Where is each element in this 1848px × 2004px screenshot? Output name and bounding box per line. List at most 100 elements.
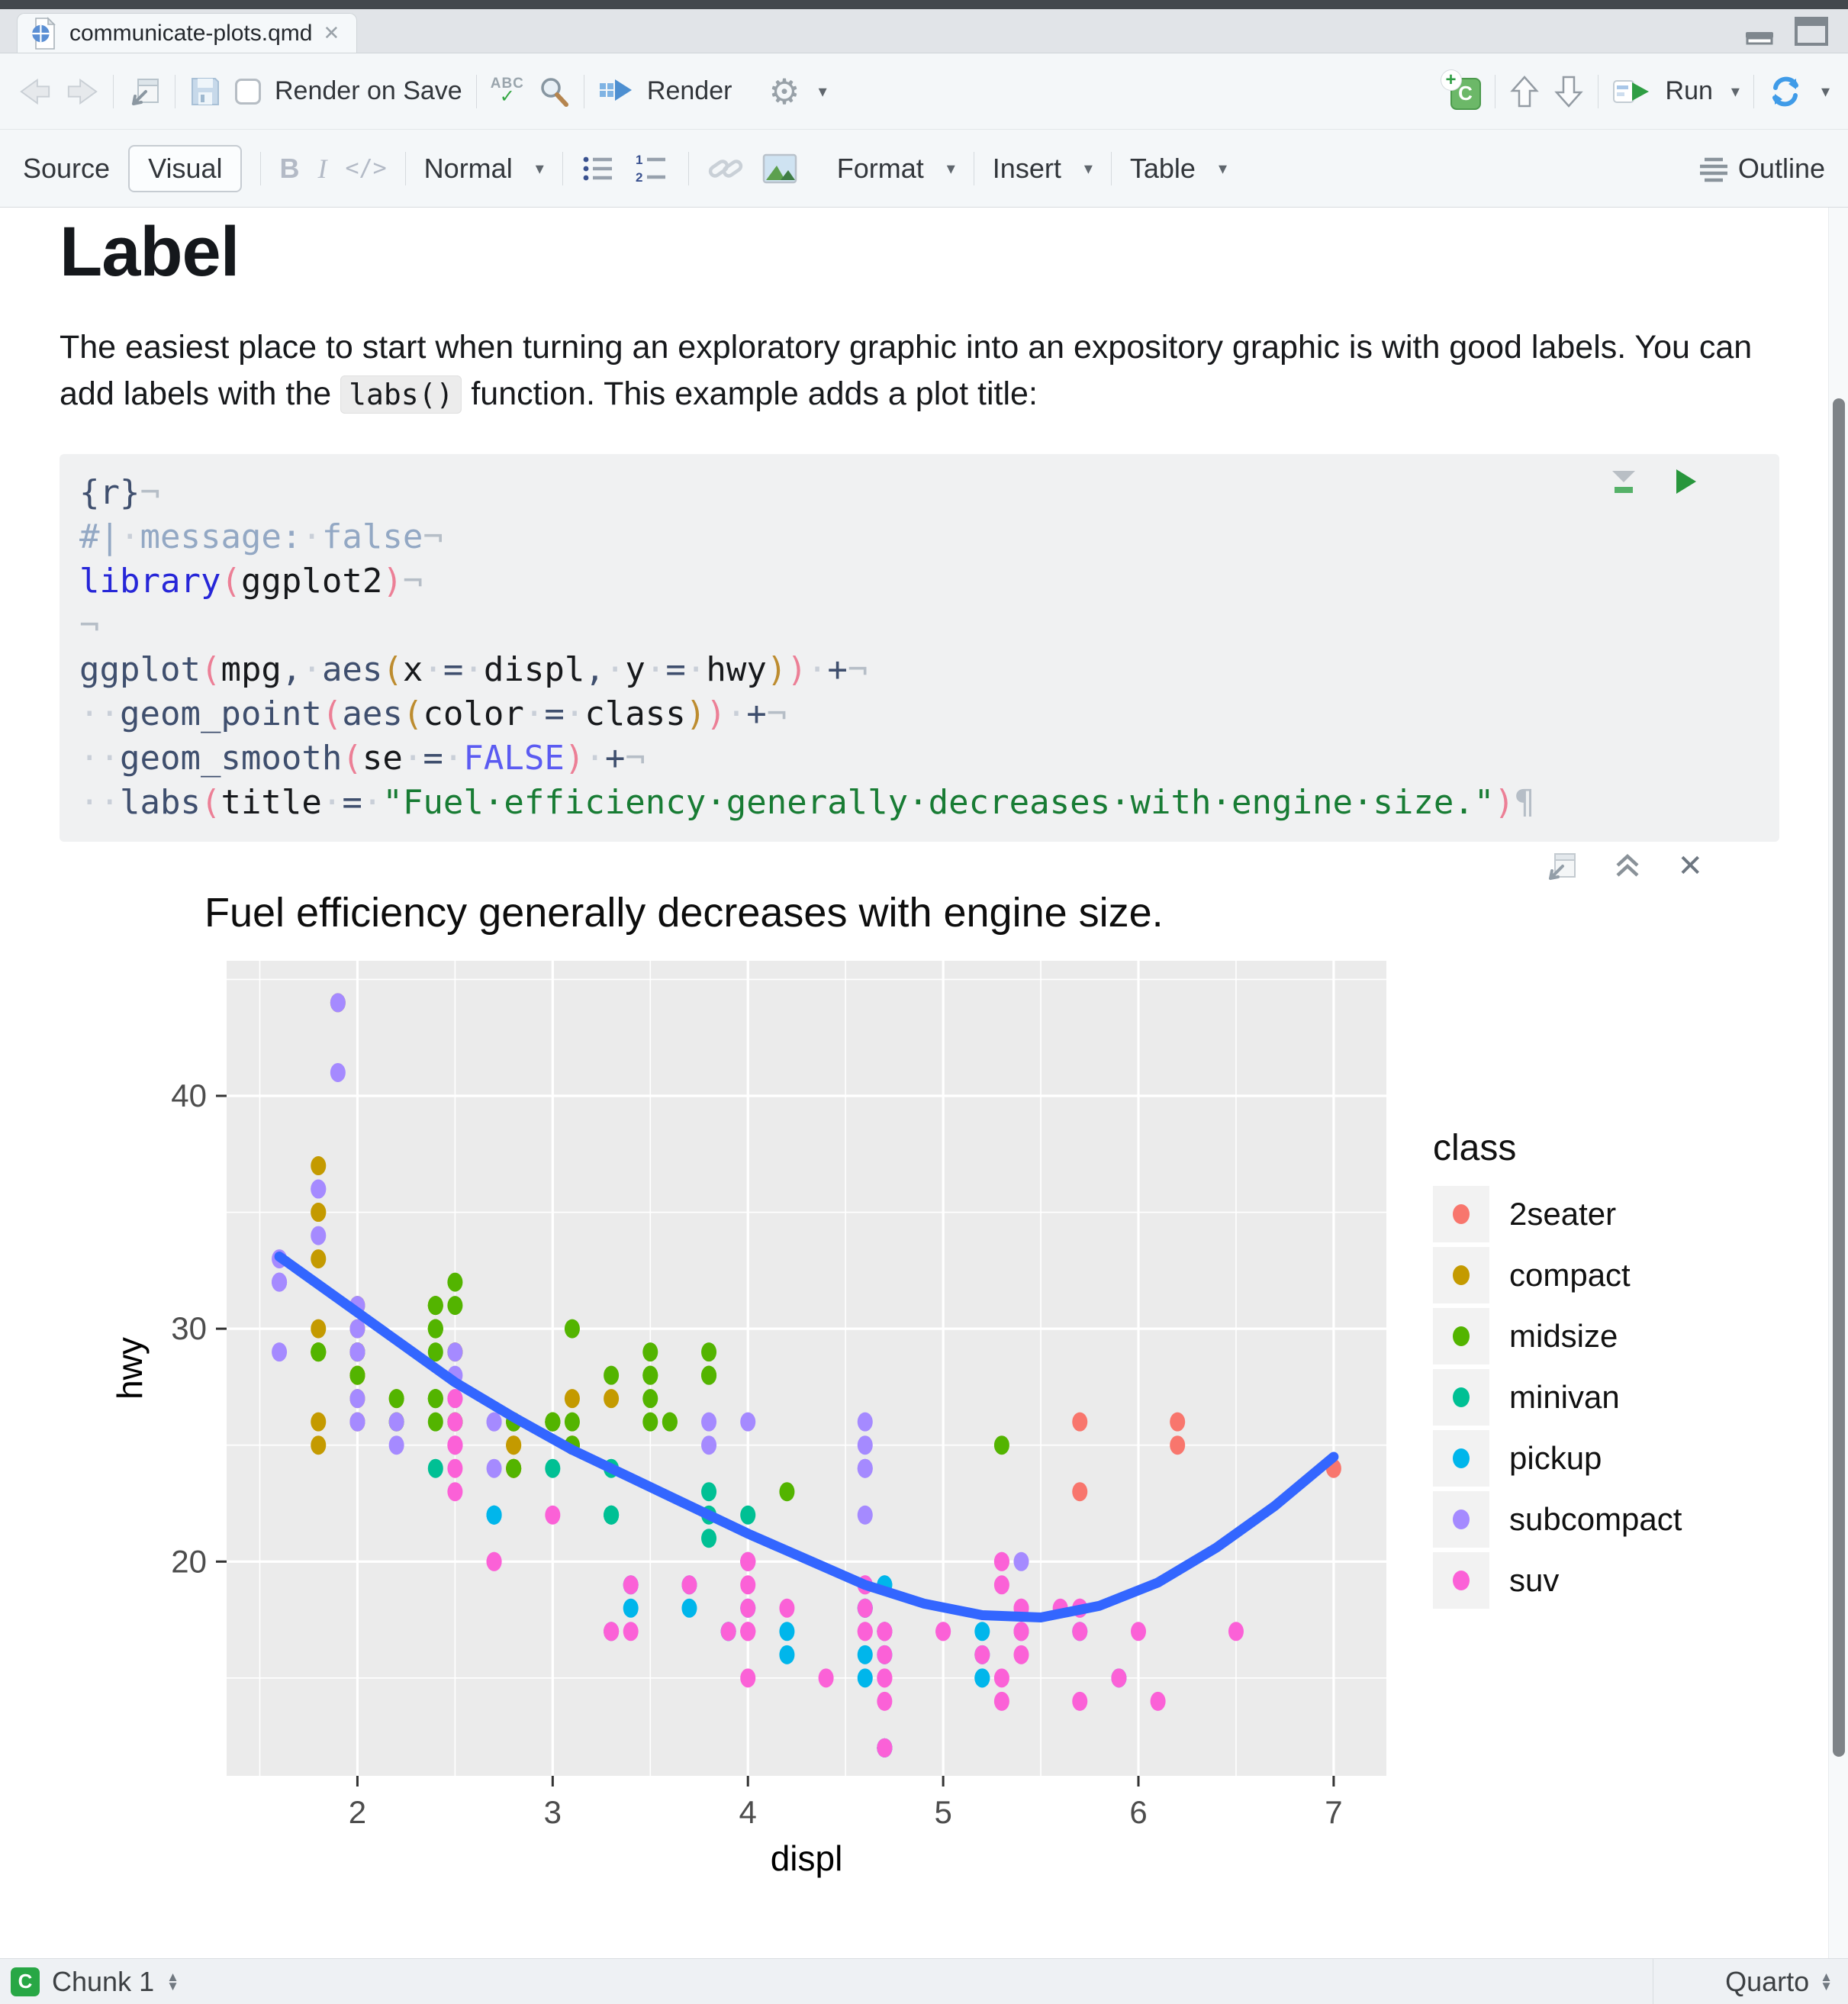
format-toolbar: Source Visual B I </> Normal ▾ 1 2 [0, 130, 1848, 208]
y-tick-label: 40 [171, 1078, 207, 1113]
run-current-chunk-icon[interactable] [1675, 468, 1698, 495]
status-bar: C Chunk 1 ▲ ▼ Quarto ▲ ▼ [0, 1958, 1848, 2004]
minimize-window-icon[interactable] [1744, 20, 1775, 46]
divider [562, 151, 563, 185]
format-menu[interactable]: Format [836, 152, 924, 184]
legend-key [1433, 1186, 1489, 1243]
chunk-output: ✕ Fuel efficiency generally decreases wi… [60, 848, 1779, 1884]
data-point-midsize [993, 1435, 1009, 1455]
data-point-compact [311, 1249, 327, 1269]
popout-output-icon[interactable] [1544, 851, 1578, 881]
link-icon[interactable] [707, 153, 744, 184]
code-chunk[interactable]: {r}¬ #|·message:·false¬ library(ggplot2)¬ ¬… [60, 454, 1779, 843]
data-point-subcompact [388, 1412, 404, 1432]
render-on-save-checkbox[interactable] [235, 78, 261, 105]
bold-button[interactable]: B [279, 152, 300, 184]
back-icon[interactable] [18, 78, 52, 105]
go-previous-section-icon[interactable] [1509, 74, 1540, 109]
visual-editor[interactable]: Label The easiest place to start when tu… [0, 208, 1848, 1958]
tab-bar: communicate-plots.qmd ✕ [0, 9, 1848, 53]
clear-output-icon[interactable]: ✕ [1677, 849, 1703, 884]
image-icon[interactable] [762, 153, 797, 184]
data-point-pickup [779, 1645, 795, 1664]
data-point-suv [623, 1622, 639, 1642]
chevron-down-icon[interactable]: ▾ [946, 158, 955, 178]
paragraph-style-select[interactable]: Normal [423, 152, 513, 184]
forward-icon[interactable] [66, 78, 99, 105]
chevron-down-icon[interactable]: ▾ [1218, 158, 1227, 178]
tab-communicate-plots[interactable]: communicate-plots.qmd ✕ [17, 13, 358, 53]
render-button[interactable]: Render [646, 76, 732, 105]
y-tick-label: 30 [171, 1310, 207, 1346]
chevron-down-icon[interactable]: ▾ [1730, 81, 1740, 101]
paragraph: The easiest place to start when turning … [60, 324, 1779, 417]
data-point-subcompact [701, 1412, 717, 1432]
source-mode-button[interactable]: Source [23, 152, 111, 184]
popout-window-icon[interactable] [127, 76, 161, 107]
data-point-suv [877, 1668, 893, 1688]
data-point-suv [818, 1668, 834, 1688]
document-mode-selector[interactable]: Quarto ▲ ▼ [1653, 1959, 1848, 2004]
save-icon[interactable] [189, 76, 221, 108]
code-format-button[interactable]: </> [345, 155, 387, 182]
chevron-down-icon[interactable]: ▾ [535, 158, 544, 178]
data-point-midsize [427, 1296, 443, 1316]
data-point-suv [1150, 1691, 1166, 1711]
numbered-list-icon[interactable]: 1 2 [635, 153, 670, 185]
chunk-navigator[interactable]: Chunk 1 [52, 1965, 155, 1997]
code-lines: {r}¬ #|·message:·false¬ library(ggplot2)¬ ¬… [79, 471, 1759, 825]
chevron-down-icon[interactable]: ▾ [1821, 81, 1830, 101]
x-tick-label: 2 [349, 1794, 366, 1830]
chevron-down-icon[interactable]: ▾ [1083, 158, 1093, 178]
outline-toggle[interactable]: Outline [1698, 153, 1825, 185]
legend-label: subcompact [1509, 1501, 1682, 1538]
data-point-suv [935, 1622, 951, 1642]
editor-scrollbar[interactable] [1828, 208, 1848, 1958]
run-chunks-above-icon[interactable] [1606, 466, 1641, 497]
run-button[interactable]: Run [1665, 76, 1713, 105]
x-tick-label: 4 [739, 1794, 757, 1830]
data-point-suv [720, 1622, 736, 1642]
spellcheck-icon[interactable]: ABC ✓ [490, 76, 524, 107]
search-icon[interactable] [538, 76, 570, 108]
x-tick-label: 3 [544, 1794, 562, 1830]
legend-item: midsize [1433, 1308, 1682, 1365]
chunk-stepper[interactable]: ▲ ▼ [166, 1969, 179, 1993]
data-point-midsize [642, 1342, 658, 1362]
insert-chunk-button[interactable]: C + [1441, 69, 1481, 110]
legend-item: suv [1433, 1552, 1682, 1609]
gear-icon[interactable]: ⚙ [768, 71, 800, 111]
legend-dot [1453, 1204, 1470, 1225]
collapse-output-icon[interactable] [1611, 852, 1644, 881]
data-point-suv [993, 1551, 1009, 1571]
legend-label: minivan [1509, 1379, 1620, 1416]
code-line: ··geom_point(aes(color·=·class))·+¬ [79, 694, 787, 734]
divider [404, 151, 406, 185]
maximize-window-icon[interactable] [1795, 17, 1828, 46]
scrollbar-thumb[interactable] [1833, 398, 1845, 1757]
data-point-suv [740, 1668, 756, 1688]
data-point-suv [779, 1598, 795, 1618]
code-line: {r}¬ [79, 473, 160, 513]
source-document-icon[interactable] [1768, 76, 1803, 108]
divider [1110, 151, 1112, 185]
data-point-midsize [642, 1365, 658, 1385]
bullet-list-icon[interactable] [581, 153, 617, 185]
table-menu[interactable]: Table [1129, 152, 1196, 184]
data-point-suv [447, 1412, 463, 1432]
tab-title: communicate-plots.qmd [69, 20, 313, 46]
go-next-section-icon[interactable] [1553, 74, 1584, 109]
italic-button[interactable]: I [317, 153, 327, 184]
insert-menu[interactable]: Insert [992, 152, 1061, 184]
data-point-2seater [1170, 1435, 1186, 1455]
data-point-compact [604, 1389, 620, 1409]
data-point-compact [311, 1412, 327, 1432]
chevron-down-icon[interactable]: ▾ [818, 81, 827, 101]
close-tab-icon[interactable]: ✕ [323, 21, 340, 44]
legend-item: minivan [1433, 1369, 1682, 1426]
data-point-pickup [779, 1622, 795, 1642]
data-point-compact [311, 1203, 327, 1223]
visual-mode-button[interactable]: Visual [128, 144, 243, 192]
data-point-subcompact [1013, 1551, 1029, 1571]
